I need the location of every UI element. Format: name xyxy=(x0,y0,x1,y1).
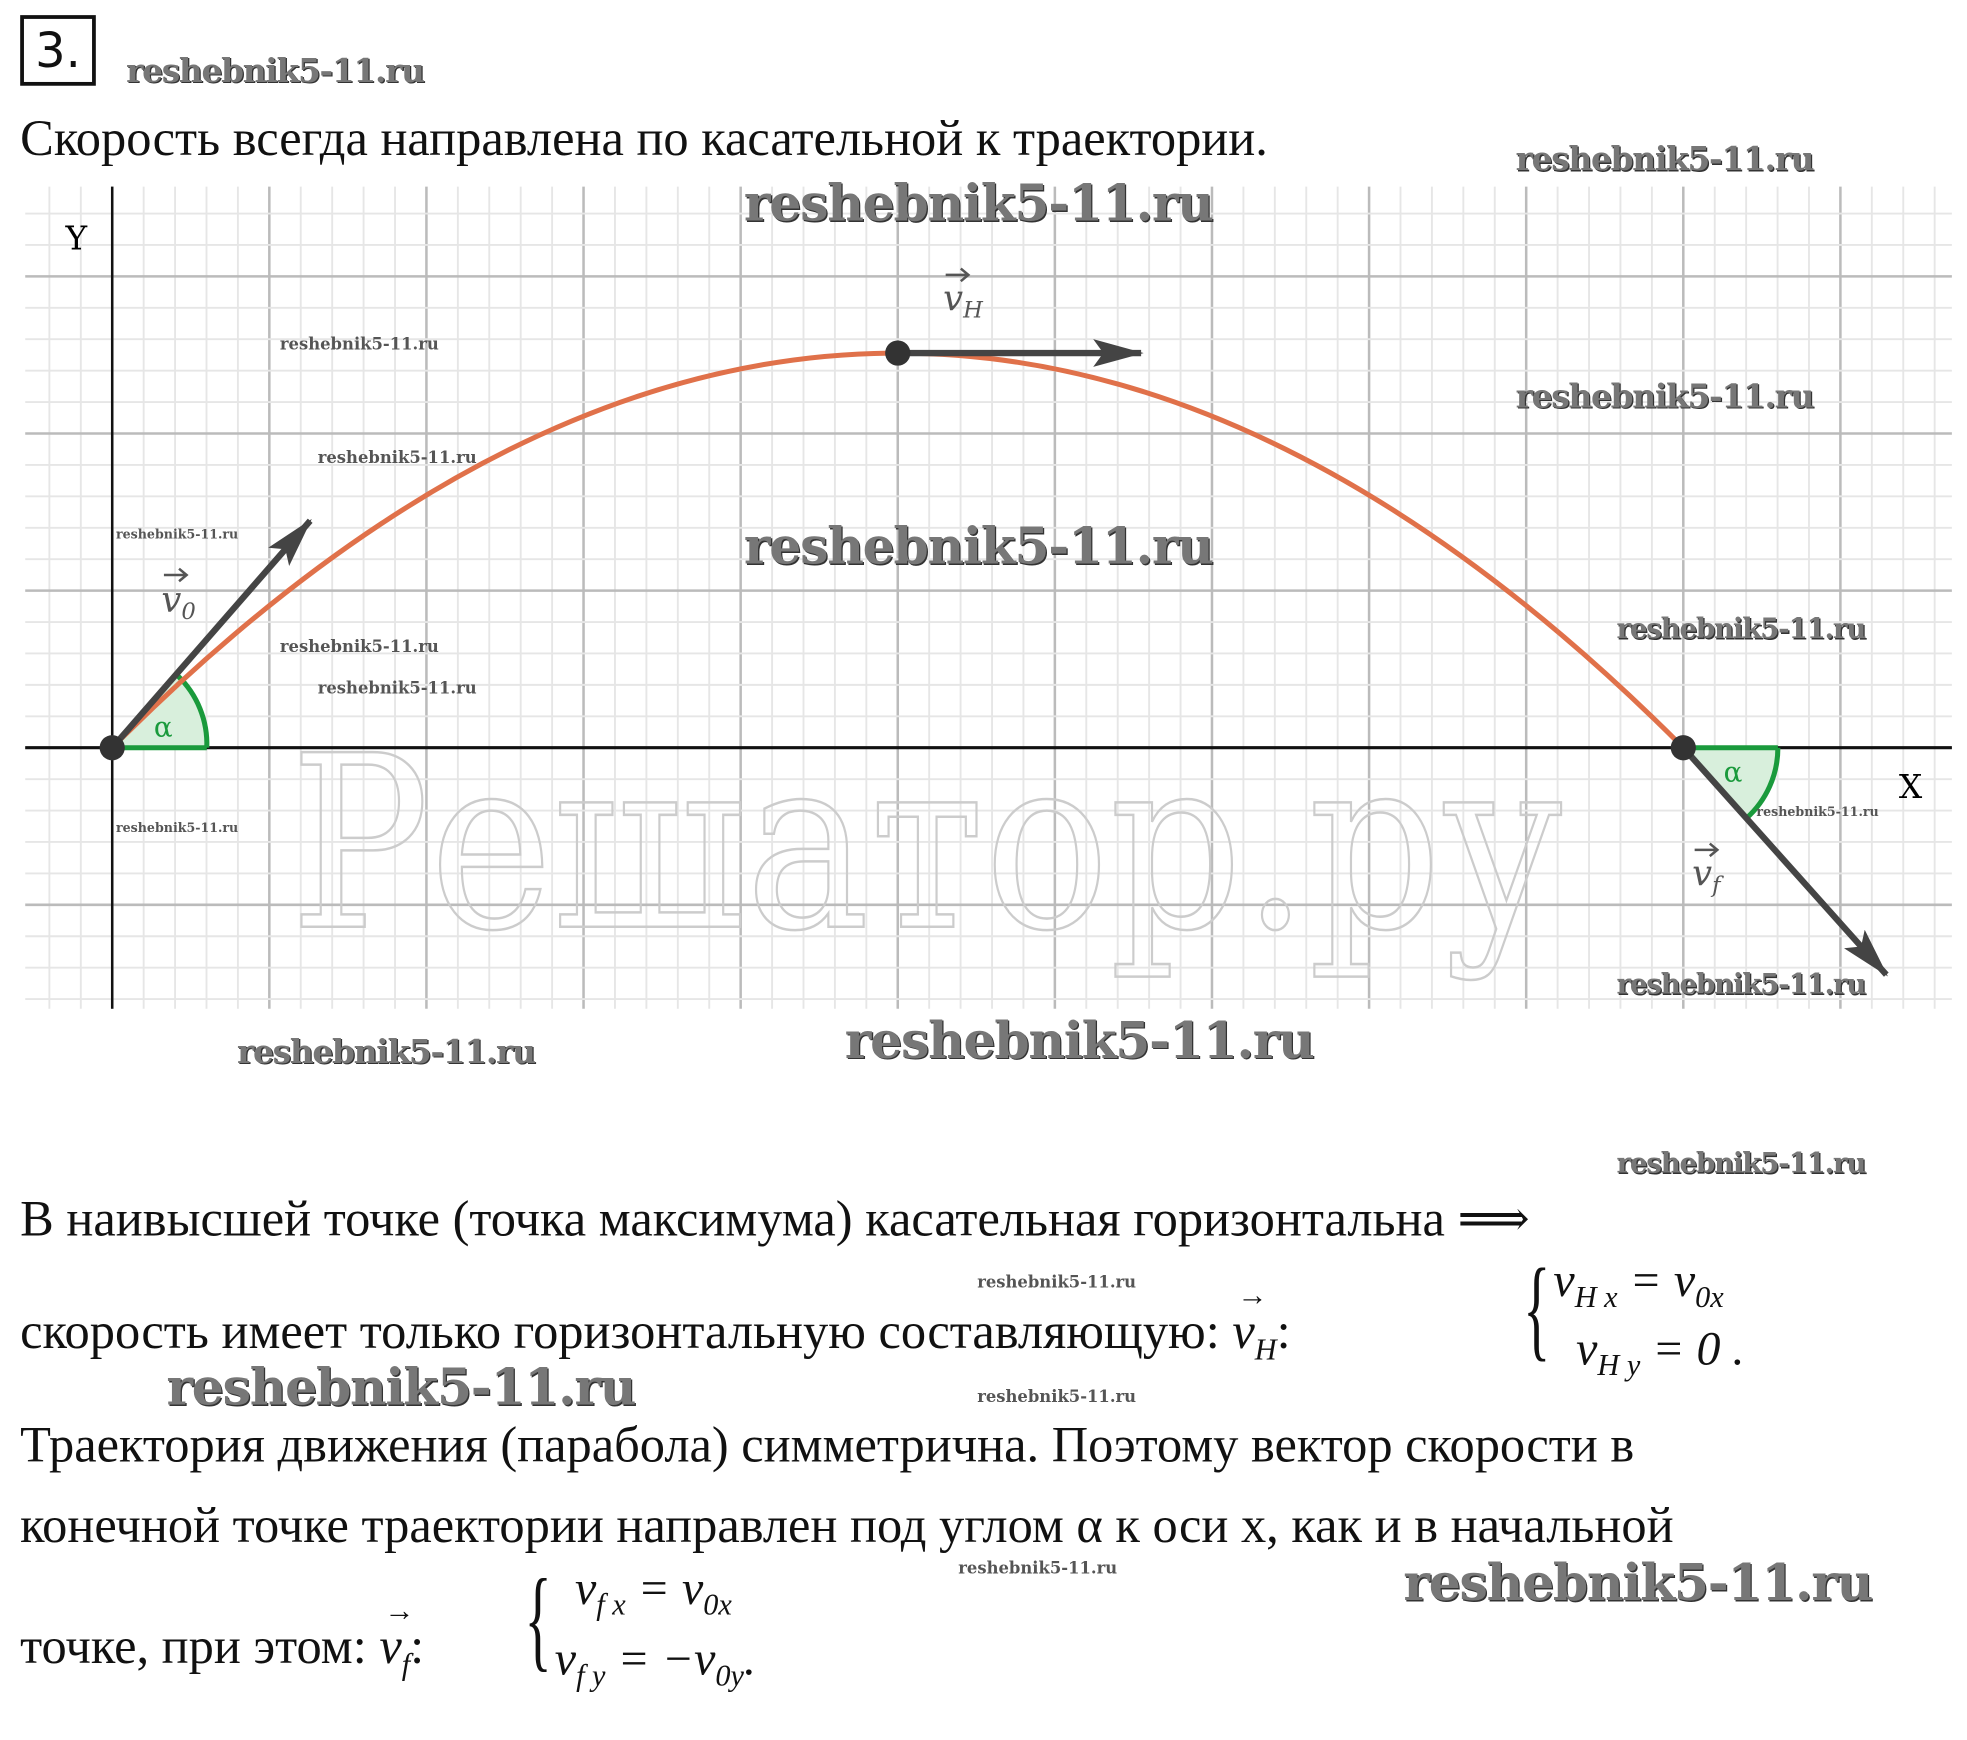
watermark: reshebnik5-11.ru xyxy=(279,335,439,355)
paragraph-3: Траектория движения (парабола) симметрич… xyxy=(20,1415,1635,1473)
watermark: reshebnik5-11.ru xyxy=(1515,141,1815,180)
vf-vector: → vf xyxy=(379,1595,414,1681)
vf-vector-symbol: v xyxy=(379,1617,402,1675)
vH-vector-symbol: v xyxy=(1232,1302,1255,1360)
vector-arrow-accent: → xyxy=(384,1595,415,1628)
watermark: reshebnik5-11.ru xyxy=(1616,968,1866,1002)
watermark: reshebnik5-11.ru xyxy=(844,1011,1315,1071)
vector-v0-arrow xyxy=(109,518,313,750)
vector-arrow-accent: → xyxy=(1237,1279,1268,1313)
v0-arrow-accent xyxy=(163,567,189,583)
vH-arrow-accent xyxy=(945,267,971,283)
vH-eq-x: vH x = v0x xyxy=(1553,1254,1724,1315)
paragraph-5-text: точке, при этом: xyxy=(20,1617,367,1675)
watermark: reshebnik5-11.ru xyxy=(237,1033,536,1072)
watermark: reshebnik5-11.ru xyxy=(279,638,439,657)
brace-vf: { xyxy=(524,1557,552,1683)
y-axis-label: Y xyxy=(65,220,88,258)
problem-number: 3. xyxy=(20,15,96,86)
angle-label-start: α xyxy=(154,710,173,743)
watermark: reshebnik5-11.ru xyxy=(1616,612,1866,646)
watermark: reshebnik5-11.ru xyxy=(977,1388,1137,1408)
watermark: reshebnik5-11.ru xyxy=(743,174,1214,234)
x-axis-label: X xyxy=(1899,768,1923,806)
watermark: reshebnik5-11.ru xyxy=(1616,1147,1866,1181)
trajectory-figure: Y X α α Решатор.ру v0 vH vf xyxy=(25,186,1952,1009)
paragraph-4: конечной точке траектории направлен под … xyxy=(20,1496,1674,1554)
watermark: reshebnik5-11.ru xyxy=(166,1357,636,1418)
paragraph-1: В наивысшей точке (точка максимума) каса… xyxy=(20,1190,1530,1248)
brace-vH: { xyxy=(1523,1247,1551,1372)
angle-fill-end xyxy=(1683,747,1778,819)
vf-arrow-accent xyxy=(1694,842,1720,858)
angle-fill-start xyxy=(112,675,207,748)
vf-eq-y: vf y = −v0y. xyxy=(554,1632,756,1693)
vH-label: vH xyxy=(943,278,984,324)
big-watermark: Решатор.ру xyxy=(290,705,1564,984)
paragraph-2: скорость имеет только горизонтальную сос… xyxy=(20,1279,1291,1367)
watermark: reshebnik5-11.ru xyxy=(743,516,1214,577)
watermark: reshebnik5-11.ru xyxy=(126,52,425,91)
watermark: reshebnik5-11.ru xyxy=(1756,805,1879,820)
angle-label-end: α xyxy=(1724,756,1743,789)
intro-text: Скорость всегда направлена по касательно… xyxy=(20,109,1268,167)
watermark: reshebnik5-11.ru xyxy=(958,1559,1118,1579)
watermark: reshebnik5-11.ru xyxy=(977,1273,1137,1293)
angle-arc-end xyxy=(1744,747,1781,821)
watermark: reshebnik5-11.ru xyxy=(116,822,239,836)
paragraph-2-text: скорость имеет только горизонтальную сос… xyxy=(20,1302,1220,1360)
paragraph-5: точке, при этом: → vf: xyxy=(20,1595,425,1683)
vf-eq-x: vf x = v0x xyxy=(574,1562,732,1623)
vf-label: vf xyxy=(1692,853,1724,899)
v0-label: v0 xyxy=(161,580,195,626)
vf-vector-subscript: f xyxy=(401,1649,411,1683)
watermark: reshebnik5-11.ru xyxy=(1403,1553,1873,1613)
vH-vector-subscript: H xyxy=(1254,1334,1277,1367)
watermark: reshebnik5-11.ru xyxy=(1515,378,1815,417)
vH-vector: → vH xyxy=(1232,1280,1276,1366)
grid xyxy=(25,186,1952,1009)
start-point xyxy=(99,735,125,761)
top-point xyxy=(885,340,911,366)
watermark: reshebnik5-11.ru xyxy=(317,679,477,699)
vector-vf-arrow xyxy=(1680,745,1889,977)
vH-eq-y: vH y = 0 . xyxy=(1576,1322,1745,1383)
watermark: reshebnik5-11.ru xyxy=(116,528,239,543)
end-point xyxy=(1670,735,1696,761)
watermark: reshebnik5-11.ru xyxy=(317,448,477,468)
